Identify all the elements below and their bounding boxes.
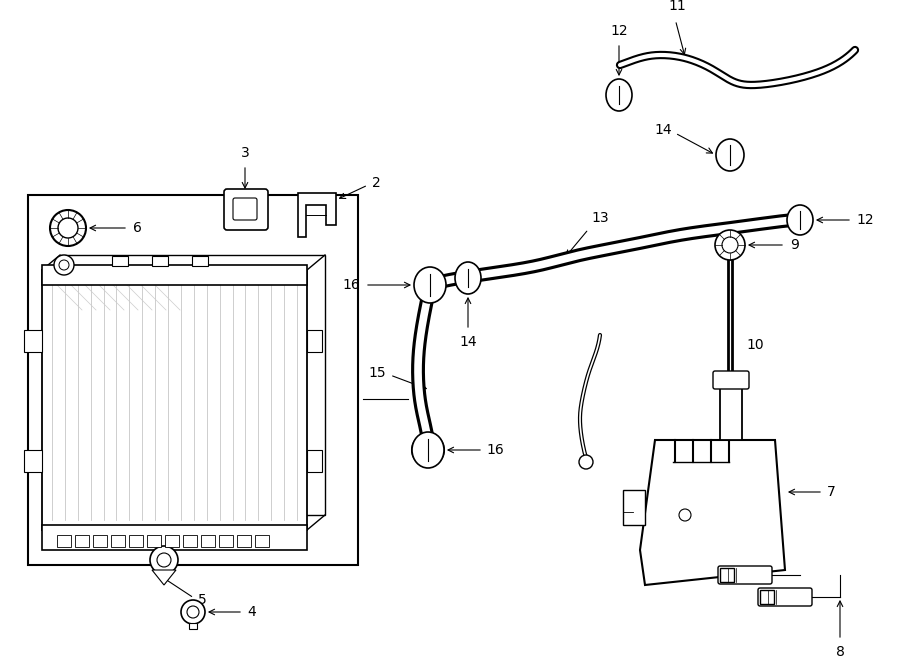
Text: 15: 15 xyxy=(368,366,386,380)
Bar xyxy=(28,195,358,565)
Bar xyxy=(760,590,774,604)
Text: 1: 1 xyxy=(413,391,422,405)
Text: 7: 7 xyxy=(827,485,836,499)
Bar xyxy=(75,535,89,547)
Ellipse shape xyxy=(414,267,446,303)
Bar xyxy=(192,256,208,266)
Bar xyxy=(255,535,269,547)
FancyBboxPatch shape xyxy=(718,566,772,584)
Circle shape xyxy=(157,553,171,567)
Text: 4: 4 xyxy=(247,605,256,619)
Bar xyxy=(129,535,143,547)
Bar xyxy=(152,256,168,266)
Bar xyxy=(201,535,215,547)
Text: 9: 9 xyxy=(790,238,799,252)
FancyBboxPatch shape xyxy=(713,371,749,389)
Text: 12: 12 xyxy=(610,24,628,38)
Bar xyxy=(189,623,197,629)
Text: 2: 2 xyxy=(372,176,381,190)
Bar xyxy=(42,525,307,550)
Circle shape xyxy=(50,210,86,246)
Bar xyxy=(307,450,322,472)
Circle shape xyxy=(150,546,178,574)
Circle shape xyxy=(58,218,78,238)
Circle shape xyxy=(181,600,205,624)
Ellipse shape xyxy=(716,139,744,171)
Bar xyxy=(237,535,251,547)
Text: 13: 13 xyxy=(591,211,609,225)
Text: 3: 3 xyxy=(240,146,249,160)
Text: 6: 6 xyxy=(133,221,142,235)
Ellipse shape xyxy=(787,205,813,235)
Circle shape xyxy=(187,606,199,618)
Text: 12: 12 xyxy=(856,213,874,227)
Circle shape xyxy=(722,237,738,253)
Circle shape xyxy=(54,255,74,275)
Ellipse shape xyxy=(606,79,632,111)
Text: 14: 14 xyxy=(459,335,477,349)
Circle shape xyxy=(412,434,444,466)
Circle shape xyxy=(59,260,69,270)
Polygon shape xyxy=(152,570,176,585)
Bar xyxy=(111,535,125,547)
Text: 11: 11 xyxy=(669,0,687,13)
Text: 16: 16 xyxy=(486,443,504,457)
Bar xyxy=(720,385,742,440)
Bar xyxy=(183,535,197,547)
Bar xyxy=(165,535,179,547)
Bar xyxy=(112,256,128,266)
Text: 5: 5 xyxy=(198,593,207,607)
Circle shape xyxy=(715,230,745,260)
Bar xyxy=(307,330,322,352)
Polygon shape xyxy=(298,193,336,237)
Bar xyxy=(60,255,325,515)
Bar xyxy=(57,535,71,547)
Ellipse shape xyxy=(412,432,444,468)
Text: 8: 8 xyxy=(835,645,844,659)
Text: 16: 16 xyxy=(342,278,360,292)
Bar xyxy=(42,265,307,285)
Text: 14: 14 xyxy=(654,123,672,137)
FancyBboxPatch shape xyxy=(224,189,268,230)
FancyBboxPatch shape xyxy=(233,198,257,220)
Circle shape xyxy=(579,455,593,469)
Bar xyxy=(219,535,233,547)
Bar xyxy=(147,535,161,547)
Circle shape xyxy=(679,509,691,521)
Text: 10: 10 xyxy=(746,338,763,352)
Bar xyxy=(93,535,107,547)
Bar xyxy=(42,270,307,530)
Bar xyxy=(720,568,734,582)
Ellipse shape xyxy=(455,262,481,294)
Bar xyxy=(24,450,42,472)
Polygon shape xyxy=(640,440,785,585)
FancyBboxPatch shape xyxy=(758,588,812,606)
Bar xyxy=(24,330,42,352)
Bar xyxy=(623,490,645,525)
